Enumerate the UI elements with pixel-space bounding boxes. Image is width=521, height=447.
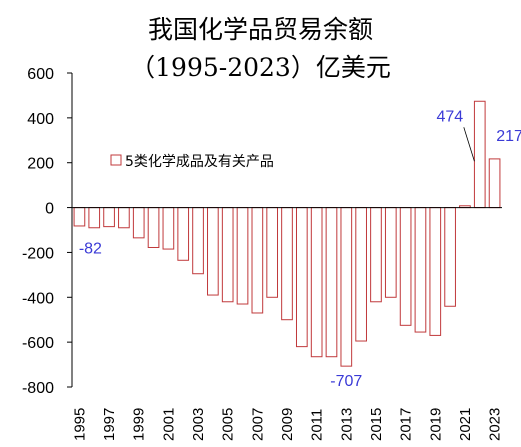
bar-2001 [162, 207, 175, 250]
bar-2003 [192, 207, 204, 275]
y-ticks-group: 600 400 200 0 -200 -400 -600 -800 [22, 66, 72, 397]
bar-2017 [399, 207, 412, 326]
bar-2013 [340, 207, 353, 367]
x-tick-label: 2009 [279, 408, 296, 441]
bar-2020 [444, 207, 456, 307]
x-tick-label: 2005 [220, 408, 237, 441]
bars-group [73, 100, 501, 367]
bar-2012 [325, 207, 338, 358]
bar-2019 [429, 207, 442, 336]
x-tick-label: 2007 [249, 408, 266, 441]
y-tick-label: 600 [27, 66, 54, 83]
bar-2008 [266, 207, 279, 298]
bar-2018 [414, 207, 427, 333]
x-tick-label: 2013 [338, 408, 355, 441]
x-ticks-group: 1995 1997 1999 2001 2003 2005 2007 2009 2011 2013… [71, 408, 503, 441]
bar-2022 [473, 100, 486, 209]
y-tick-label: -600 [22, 335, 54, 352]
y-tick-label: 200 [27, 156, 54, 173]
x-tick-label: 1997 [101, 408, 118, 441]
bar-2015 [370, 207, 382, 303]
bar-2009 [281, 207, 293, 321]
data-label-2022: 474 [436, 108, 463, 125]
data-label-2023: 217 [496, 128, 521, 145]
x-tick-label: 1999 [131, 408, 148, 441]
y-tick-label: 0 [45, 201, 54, 218]
data-label-1995: -82 [79, 241, 102, 258]
bar-2014 [355, 207, 367, 342]
chart-title: 我国化学品贸易余额 [147, 15, 373, 44]
x-tick-label: 2001 [160, 408, 177, 441]
data-label-2013: -707 [330, 373, 362, 390]
y-tick-label: 400 [27, 111, 54, 128]
x-tick-label: 2011 [309, 409, 326, 441]
bar-2023 [488, 158, 501, 209]
bar-2000 [147, 207, 160, 248]
bar-1997 [103, 207, 115, 228]
bar-1999 [132, 207, 145, 239]
bar-2007 [251, 207, 264, 314]
bar-2011 [310, 207, 323, 358]
bar-2002 [177, 207, 190, 261]
bar-1996 [88, 207, 101, 229]
x-tick-label: 2019 [427, 408, 444, 441]
x-tick-label: 2021 [457, 408, 474, 441]
y-tick-label: -200 [22, 245, 54, 262]
y-tick-label: -400 [22, 290, 54, 307]
bar-1998 [118, 207, 130, 229]
data-labels-group: -82 -707 474 217 [79, 108, 521, 390]
legend-swatch [110, 154, 122, 166]
bar-2016 [384, 207, 397, 298]
bar-2004 [207, 207, 219, 296]
x-tick-label: 1995 [71, 408, 88, 441]
bar-1995 [73, 207, 86, 227]
x-tick-label: 2023 [487, 408, 504, 441]
x-tick-label: 2015 [368, 408, 385, 441]
bar-2010 [295, 207, 308, 348]
label-leader-line [463, 127, 475, 162]
x-tick-label: 2017 [398, 408, 415, 441]
y-tick-label: -800 [22, 380, 54, 397]
bar-2006 [236, 207, 249, 305]
chart-subtitle: （1995-2023）亿美元 [130, 53, 391, 82]
x-tick-label: 2003 [190, 408, 207, 441]
bar-2005 [221, 207, 234, 303]
legend: 5类化学成品及有关产品 [110, 154, 274, 170]
legend-label: 5类化学成品及有关产品 [125, 154, 274, 170]
